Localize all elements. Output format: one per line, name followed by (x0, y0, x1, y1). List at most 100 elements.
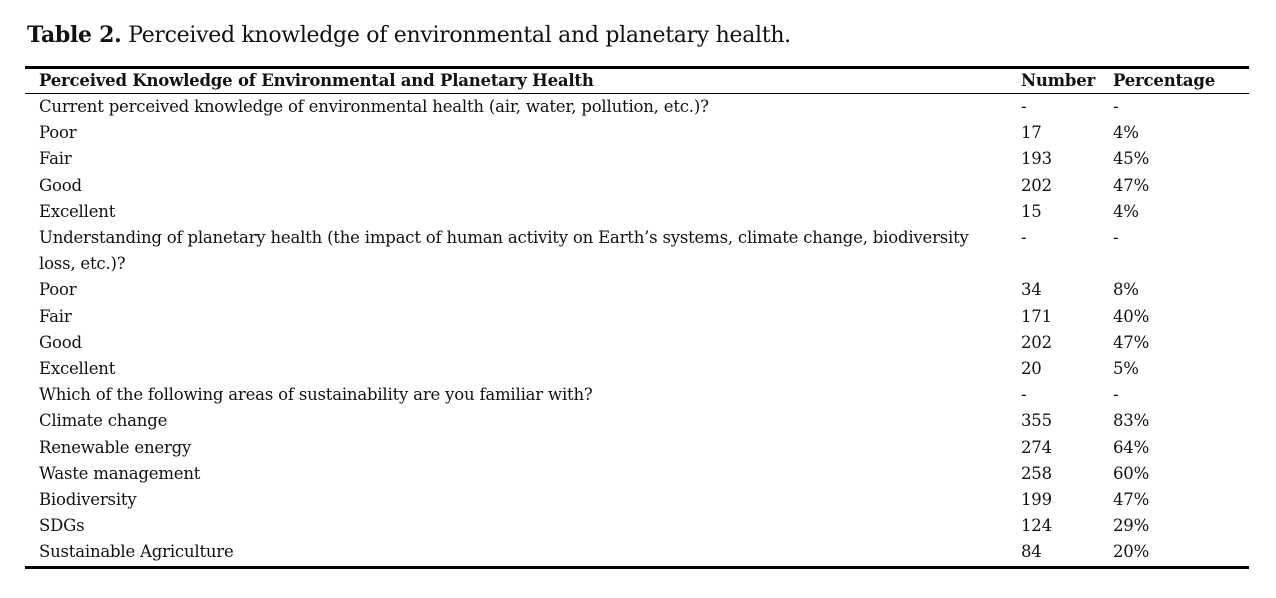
number-cell: - (1007, 94, 1113, 120)
number-cell: 124 (1007, 513, 1113, 539)
cell-text: 124 (1021, 516, 1052, 536)
number-cell: 84 (1007, 539, 1113, 565)
cell-text: - (1021, 385, 1027, 405)
cell-text: 20 (1021, 359, 1042, 379)
caption-label: Table 2. (27, 22, 122, 48)
percentage-cell: 20% (1113, 539, 1249, 565)
table-row: Fair 171 40% (25, 304, 1249, 330)
table-row: Which of the following areas of sustaina… (25, 382, 1249, 408)
item-cell: Current perceived knowledge of environme… (25, 94, 1007, 120)
number-cell: - (1007, 225, 1113, 251)
percentage-cell: 64% (1113, 435, 1249, 461)
header-item: Perceived Knowledge of Environmental and… (39, 71, 594, 90)
table-row: Excellent 20 5% (25, 356, 1249, 382)
table-body: Current perceived knowledge of environme… (25, 94, 1249, 566)
table-row: Excellent 15 4% (25, 199, 1249, 225)
cell-text: 20% (1113, 542, 1150, 562)
item-cell: Excellent (25, 356, 1007, 382)
cell-text: 258 (1021, 463, 1052, 483)
cell-text: Excellent (39, 201, 116, 221)
cell-text: 47% (1113, 490, 1150, 510)
cell-text: - (1113, 385, 1119, 405)
cell-text: Biodiversity (39, 490, 137, 510)
cell-text: 171 (1021, 306, 1052, 326)
table-row: Biodiversity 199 47% (25, 487, 1249, 513)
number-cell: 199 (1007, 487, 1113, 513)
item-cell: Poor (25, 120, 1007, 146)
cell-text: Sustainable Agriculture (39, 542, 234, 562)
percentage-cell: 29% (1113, 513, 1249, 539)
item-cell: Which of the following areas of sustaina… (25, 382, 1007, 408)
cell-text: Poor (39, 280, 77, 300)
cell-text: 17 (1021, 123, 1042, 143)
percentage-cell: 47% (1113, 487, 1249, 513)
table-row: Fair 193 45% (25, 146, 1249, 172)
cell-text: Which of the following areas of sustaina… (39, 385, 593, 405)
percentage-cell: 47% (1113, 330, 1249, 356)
number-cell: 171 (1007, 304, 1113, 330)
cell-text: Excellent (39, 359, 116, 379)
item-cell: Good (25, 330, 1007, 356)
table-row: Waste management 258 60% (25, 461, 1249, 487)
item-cell: Climate change (25, 408, 1007, 434)
cell-text: 47% (1113, 332, 1150, 352)
number-cell: 193 (1007, 146, 1113, 172)
cell-text: Good (39, 175, 82, 195)
cell-text: 193 (1021, 149, 1052, 169)
cell-text: 4% (1113, 123, 1139, 143)
cell-text: 40% (1113, 306, 1150, 326)
number-cell: 15 (1007, 199, 1113, 225)
number-cell: 202 (1007, 330, 1113, 356)
percentage-cell: - (1113, 225, 1249, 251)
item-cell: Sustainable Agriculture (25, 539, 1007, 565)
cell-text: - (1113, 97, 1119, 116)
cell-text: Current perceived knowledge of environme… (39, 97, 709, 116)
number-cell: 202 (1007, 173, 1113, 199)
item-cell: Good (25, 173, 1007, 199)
table-row: Good 202 47% (25, 330, 1249, 356)
cell-text: 8% (1113, 280, 1139, 300)
item-cell: Waste management (25, 461, 1007, 487)
header-percentage: Percentage (1113, 71, 1216, 90)
table-row: Sustainable Agriculture 84 20% (25, 539, 1249, 565)
item-cell: Renewable energy (25, 435, 1007, 461)
cell-text: Understanding of planetary health (the i… (39, 228, 969, 274)
percentage-cell: 60% (1113, 461, 1249, 487)
number-cell: - (1007, 382, 1113, 408)
cell-text: - (1113, 228, 1119, 248)
cell-text: 29% (1113, 516, 1150, 536)
item-cell: Fair (25, 146, 1007, 172)
table-row: Climate change 355 83% (25, 408, 1249, 434)
cell-text: 34 (1021, 280, 1042, 300)
item-cell: Poor (25, 277, 1007, 303)
item-cell: Biodiversity (25, 487, 1007, 513)
percentage-cell: 83% (1113, 408, 1249, 434)
cell-text: Climate change (39, 411, 168, 431)
cell-text: 202 (1021, 332, 1052, 352)
percentage-cell: 4% (1113, 199, 1249, 225)
number-cell: 17 (1007, 120, 1113, 146)
cell-text: 274 (1021, 437, 1052, 457)
percentage-cell: 4% (1113, 120, 1249, 146)
table-header-row: Perceived Knowledge of Environmental and… (25, 69, 1249, 94)
header-number: Number (1021, 71, 1096, 90)
percentage-cell: - (1113, 382, 1249, 408)
cell-text: 45% (1113, 149, 1150, 169)
table-row: Renewable energy 274 64% (25, 435, 1249, 461)
table-row: Good 202 47% (25, 173, 1249, 199)
item-cell: Understanding of planetary health (the i… (25, 225, 1007, 277)
item-cell: Excellent (25, 199, 1007, 225)
percentage-cell: 40% (1113, 304, 1249, 330)
table-row: Poor 34 8% (25, 277, 1249, 303)
cell-text: 83% (1113, 411, 1150, 431)
percentage-cell: 47% (1113, 173, 1249, 199)
cell-text: 199 (1021, 490, 1052, 510)
item-cell: SDGs (25, 513, 1007, 539)
cell-text: SDGs (39, 516, 85, 536)
percentage-cell: 8% (1113, 277, 1249, 303)
cell-text: - (1021, 228, 1027, 248)
number-cell: 34 (1007, 277, 1113, 303)
cell-text: Poor (39, 123, 77, 143)
number-cell: 258 (1007, 461, 1113, 487)
cell-text: - (1021, 97, 1027, 116)
